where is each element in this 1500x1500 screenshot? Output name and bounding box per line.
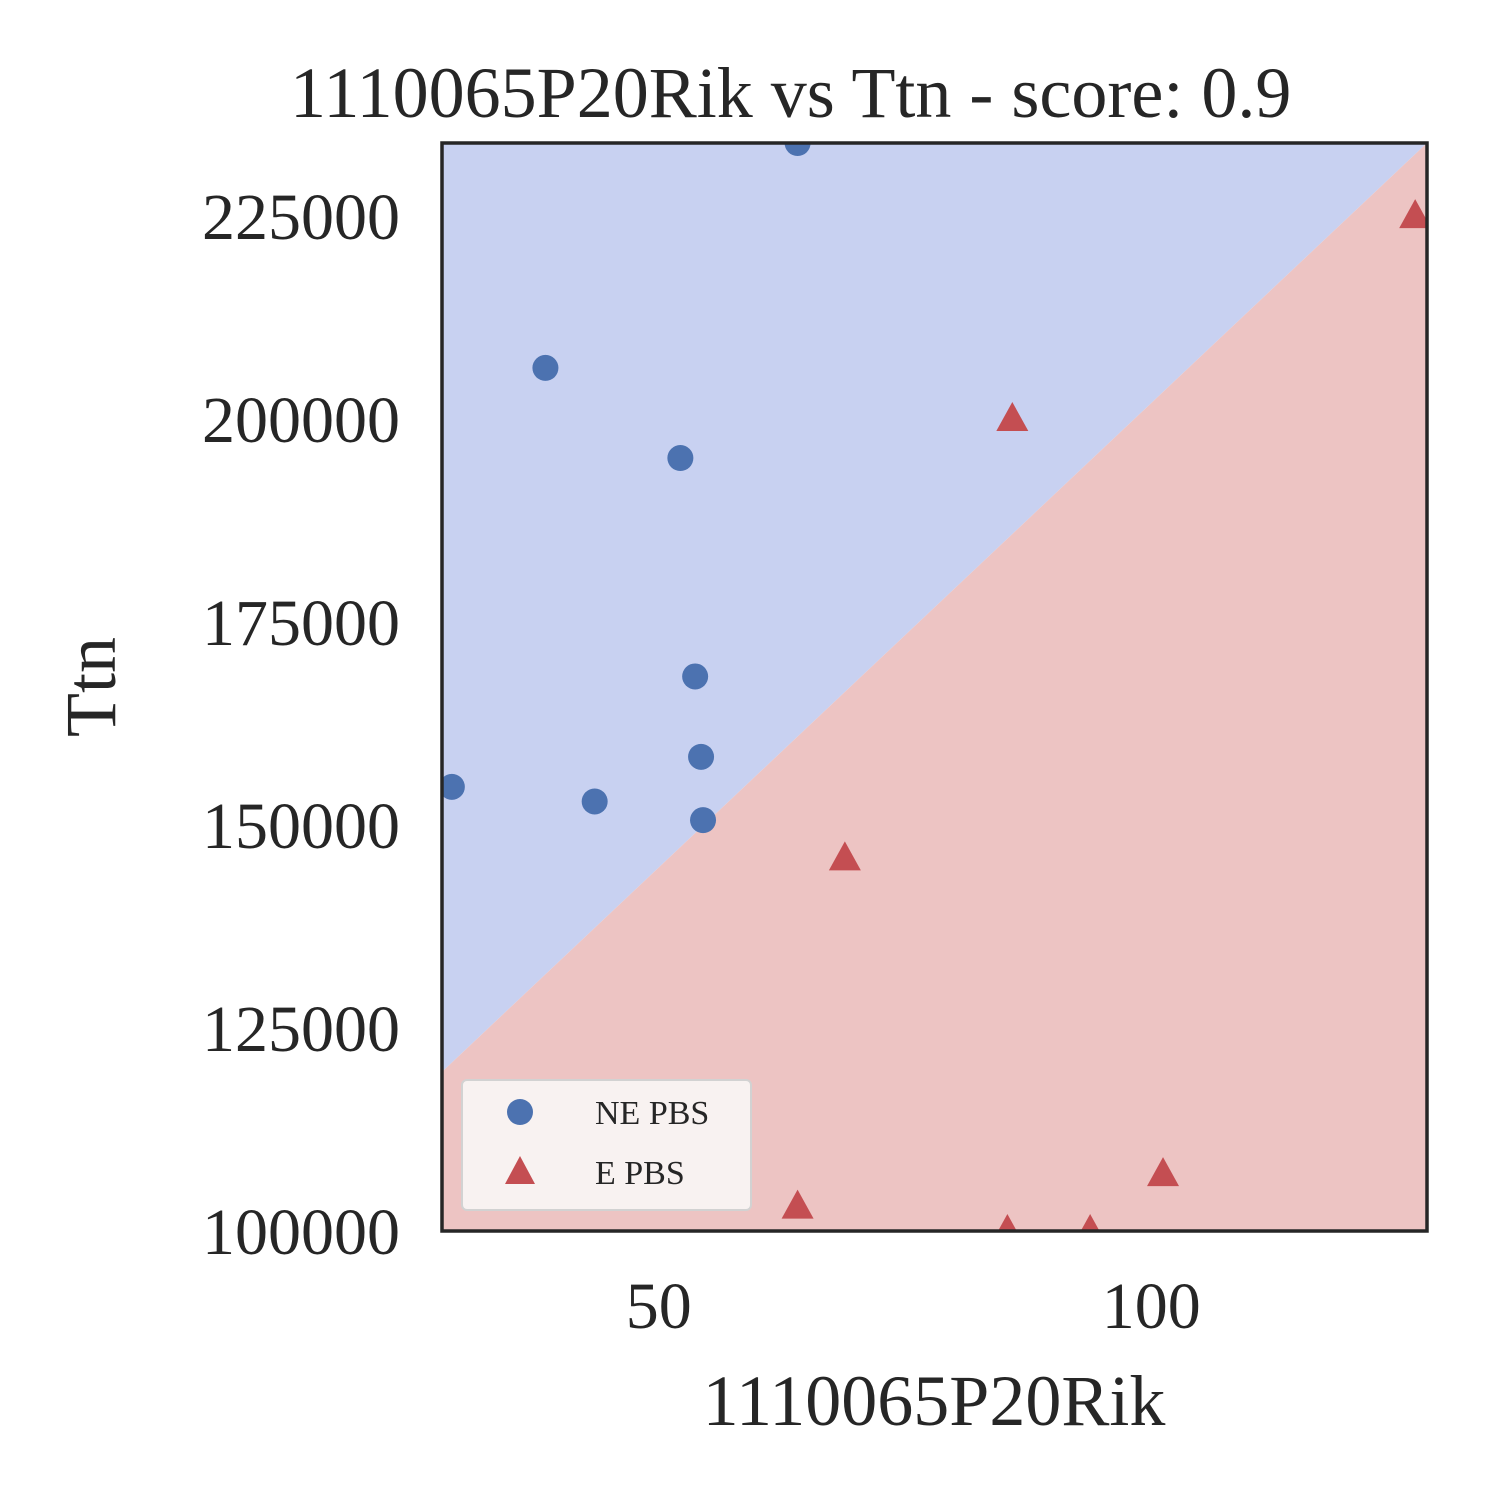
- x-tick-label: 100: [1102, 1270, 1201, 1343]
- y-tick-label: 175000: [202, 587, 400, 660]
- e-pbs-point: [1080, 1214, 1100, 1231]
- y-axis-ticks: 100000 125000 150000 175000 200000 225000: [202, 181, 400, 1269]
- legend-box: [461, 1079, 752, 1211]
- data-points: [442, 143, 1427, 1231]
- x-tick-label: 50: [626, 1270, 692, 1343]
- y-tick-label: 150000: [202, 790, 400, 863]
- x-axis-label: 1110065P20Rik: [703, 1361, 1166, 1441]
- ne-pbs-point: [682, 663, 709, 690]
- ne-pbs-point: [688, 743, 715, 770]
- ne-pbs-point: [667, 445, 694, 472]
- legend-label-ne-pbs: NE PBS: [595, 1095, 709, 1132]
- e-pbs-region: [442, 143, 1427, 1231]
- ne-pbs-point: [690, 807, 717, 834]
- e-pbs-point: [1399, 199, 1427, 229]
- ne-pbs-point: [581, 788, 608, 815]
- ne-pbs-point: [442, 773, 465, 800]
- ne-pbs-point: [784, 143, 811, 156]
- e-pbs-point: [781, 1189, 814, 1219]
- e-pbs-point: [828, 841, 861, 871]
- legend-marker-e-pbs: [505, 1156, 535, 1184]
- x-axis-ticks: 50 100: [626, 1270, 1201, 1343]
- chart-title: 1110065P20Rik vs Ttn - score: 0.9: [290, 53, 1291, 133]
- legend-marker-ne-pbs: [507, 1099, 533, 1125]
- decision-regions: [442, 143, 1427, 1231]
- y-axis-label: Ttn: [51, 637, 131, 737]
- e-pbs-point: [998, 1214, 1017, 1231]
- legend: NE PBS E PBS: [461, 1079, 752, 1211]
- ne-pbs-point: [532, 354, 559, 381]
- y-tick-label: 100000: [202, 1196, 400, 1269]
- y-tick-label: 225000: [202, 181, 400, 254]
- y-tick-label: 125000: [202, 993, 400, 1066]
- e-pbs-point: [996, 402, 1029, 432]
- y-tick-label: 200000: [202, 384, 400, 457]
- legend-label-e-pbs: E PBS: [595, 1155, 685, 1192]
- e-pbs-point: [1147, 1157, 1180, 1187]
- plot-frame: [440, 141, 1429, 1233]
